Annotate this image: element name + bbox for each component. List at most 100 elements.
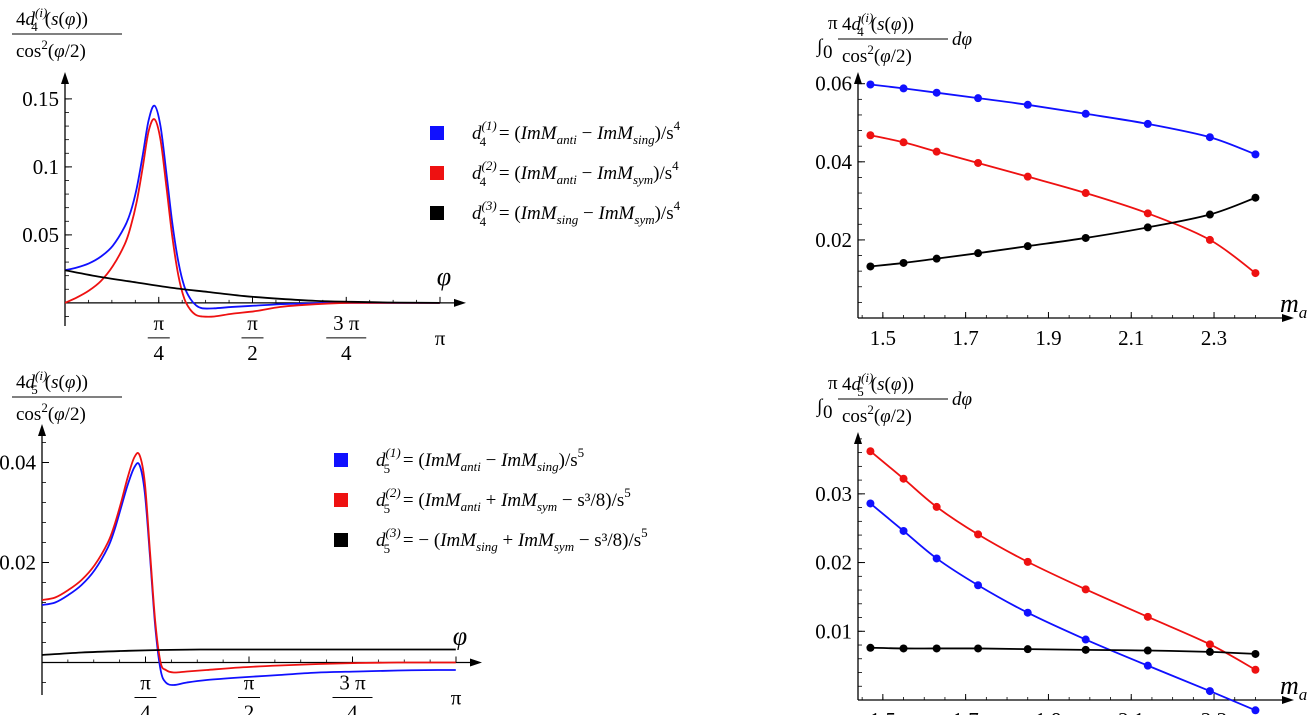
data-point-black bbox=[1081, 645, 1090, 654]
y-axis-arrow bbox=[61, 72, 69, 84]
x-tick-label: 1.7 bbox=[953, 326, 979, 350]
data-point-black bbox=[1143, 223, 1152, 232]
y-axis-label-numerator: 4d(i) 5 (s(φ)) bbox=[16, 368, 88, 397]
x-tick-label-den: 4 bbox=[341, 341, 352, 365]
y-axis-arrow bbox=[854, 72, 862, 84]
legend-label: d(2) 4 = (ImManti − ImMsym)/s4 bbox=[472, 158, 679, 189]
x-axis-arrow bbox=[454, 298, 466, 307]
y-tick-label: 0.04 bbox=[815, 150, 852, 174]
y-axis-label-dphi: dφ bbox=[952, 29, 972, 50]
data-point-blue bbox=[866, 499, 875, 508]
data-point-blue bbox=[899, 84, 908, 93]
legend-item: d(2) 5 = (ImManti + ImMsym − s³/8)/s5 bbox=[334, 485, 631, 516]
y-tick-label: 0.15 bbox=[22, 87, 59, 111]
y-axis-label-denominator: cos2(φ/2) bbox=[16, 37, 86, 62]
y-tick-label: 0.06 bbox=[815, 72, 852, 96]
series-line-blue bbox=[870, 83, 1256, 156]
y-tick-label: 0.02 bbox=[815, 228, 852, 252]
series-line-black bbox=[870, 646, 1256, 655]
legend-item: d(2) 4 = (ImManti − ImMsym)/s4 bbox=[430, 158, 679, 189]
data-point-blue bbox=[974, 581, 983, 590]
data-point-blue bbox=[1143, 661, 1152, 670]
data-point-blue bbox=[1023, 608, 1032, 617]
data-point-blue bbox=[1205, 687, 1214, 696]
legend-swatch bbox=[334, 453, 348, 467]
x-tick-label: 2.3 bbox=[1201, 708, 1227, 715]
x-tick-label-den: 4 bbox=[140, 701, 151, 715]
series-black bbox=[866, 193, 1260, 271]
data-point-red bbox=[1081, 585, 1090, 594]
y-tick-label: 0.04 bbox=[0, 451, 37, 475]
data-point-black bbox=[866, 643, 875, 652]
data-point-black bbox=[974, 644, 983, 653]
data-point-blue bbox=[1251, 150, 1260, 159]
x-axis-arrow bbox=[1282, 314, 1294, 322]
integral-sign: ∫ bbox=[816, 396, 824, 418]
series-line-red bbox=[870, 134, 1256, 274]
y-tick-label: 0.05 bbox=[22, 223, 59, 247]
series-line-blue bbox=[869, 502, 1256, 712]
data-point-black bbox=[1081, 233, 1090, 242]
data-point-black bbox=[899, 258, 908, 267]
data-point-black bbox=[1205, 647, 1214, 656]
data-point-black bbox=[1143, 646, 1152, 655]
series-line-black bbox=[42, 648, 456, 656]
y-axis-label-denominator: cos2(φ/2) bbox=[842, 402, 912, 427]
data-point-black bbox=[1205, 210, 1214, 219]
plot-d5-vs-phi: 0.02 0.04 π 4 π 2 3 π 4 π φ 4d(i) 5 (s(φ)) cos2(φ/2) bbox=[0, 368, 482, 715]
x-tick-label: π bbox=[451, 686, 462, 710]
x-tick-label: 1.7 bbox=[953, 708, 979, 715]
y-axis-label-dphi: dφ bbox=[952, 389, 972, 410]
x-tick-label-num: 3 π bbox=[339, 671, 366, 695]
y-tick-label: 0.02 bbox=[815, 551, 852, 575]
data-point-blue bbox=[866, 80, 875, 89]
legend-d4: d(1) 4 = (ImManti − ImMsing)/s4 d(2) 4 = (I… bbox=[430, 118, 681, 229]
series-blue bbox=[65, 104, 440, 310]
data-point-red bbox=[974, 158, 983, 167]
series-line-blue bbox=[65, 104, 440, 310]
data-point-red bbox=[1023, 172, 1032, 181]
series-line-black bbox=[870, 196, 1256, 268]
integral-upper: π bbox=[828, 373, 838, 394]
data-point-red bbox=[974, 530, 983, 539]
legend-item: d(3) 4 = (ImMsing − ImMsym)/s4 bbox=[430, 198, 681, 229]
data-point-red bbox=[1023, 557, 1032, 566]
y-axis-label-numerator: 4d(i) 5 (s(φ)) bbox=[842, 370, 914, 399]
x-tick-label-num: π bbox=[140, 671, 151, 695]
x-axis-label: ma bbox=[1280, 289, 1307, 322]
data-point-red bbox=[866, 131, 875, 140]
integral-lower: 0 bbox=[823, 402, 833, 423]
y-axis-arrow bbox=[38, 424, 46, 436]
data-point-blue bbox=[1251, 706, 1260, 715]
y-tick-label: 0.01 bbox=[815, 619, 852, 643]
data-point-red bbox=[866, 447, 875, 456]
legend-item: d(3) 5 = − (ImMsing + ImMsym − s³/8)/s5 bbox=[334, 525, 648, 556]
data-point-red bbox=[1081, 189, 1090, 198]
data-point-red bbox=[899, 138, 908, 147]
x-tick-label-num: π bbox=[153, 311, 164, 335]
data-point-red bbox=[1143, 612, 1152, 621]
y-axis-label-denominator: cos2(φ/2) bbox=[16, 400, 86, 425]
data-point-blue bbox=[932, 88, 941, 97]
series-blue bbox=[866, 499, 1260, 715]
data-point-blue bbox=[899, 526, 908, 535]
series-black bbox=[65, 269, 440, 304]
data-point-blue bbox=[1023, 100, 1032, 109]
series-black bbox=[42, 648, 456, 656]
y-tick-label: 0.02 bbox=[0, 551, 36, 575]
x-tick-label: π bbox=[435, 326, 446, 350]
plot-d4-vs-phi: 0.05 0.1 0.15 π 4 π 2 3 π 4 π φ 4d(i) 4 (s(φ)) cos2(φ/… bbox=[12, 5, 466, 365]
x-tick-label: 1.5 bbox=[870, 708, 896, 715]
legend-swatch bbox=[334, 533, 348, 547]
x-tick-label-den: 2 bbox=[247, 341, 258, 365]
data-point-red bbox=[932, 147, 941, 156]
data-point-blue bbox=[932, 554, 941, 563]
series-red bbox=[65, 118, 440, 318]
data-point-red bbox=[1205, 640, 1214, 649]
data-point-blue bbox=[1081, 109, 1090, 118]
x-tick-label-den: 2 bbox=[244, 701, 255, 715]
x-tick-label: 2.1 bbox=[1118, 708, 1144, 715]
legend-swatch bbox=[430, 126, 444, 140]
data-point-black bbox=[1023, 645, 1032, 654]
series-red bbox=[866, 447, 1260, 674]
